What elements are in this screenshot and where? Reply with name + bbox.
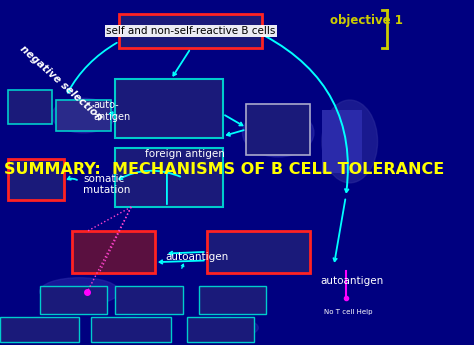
Text: foreign antigen: foreign antigen <box>145 149 225 158</box>
Bar <box>8 90 52 124</box>
Ellipse shape <box>8 317 72 338</box>
Bar <box>322 110 362 172</box>
Ellipse shape <box>40 278 119 305</box>
Bar <box>40 286 107 314</box>
Ellipse shape <box>209 235 304 269</box>
Text: self and non-self-reactive B cells: self and non-self-reactive B cells <box>106 26 275 36</box>
Ellipse shape <box>322 100 378 183</box>
Bar <box>115 79 223 138</box>
Bar <box>199 286 266 314</box>
Text: objective 1: objective 1 <box>330 14 403 27</box>
Ellipse shape <box>117 154 220 202</box>
Bar <box>0 317 80 342</box>
Bar <box>115 286 183 314</box>
Ellipse shape <box>242 109 314 157</box>
Bar <box>55 100 111 131</box>
Bar <box>246 104 310 155</box>
Bar <box>91 317 171 342</box>
Bar <box>119 14 262 48</box>
Ellipse shape <box>73 235 153 269</box>
Bar <box>72 231 155 273</box>
Ellipse shape <box>52 98 115 133</box>
Text: autoantigen: autoantigen <box>320 276 383 286</box>
Text: somatic
mutation: somatic mutation <box>83 174 131 195</box>
Bar <box>187 317 255 342</box>
Text: negative selection: negative selection <box>18 43 105 122</box>
Ellipse shape <box>117 85 220 133</box>
Text: No T cell Help: No T cell Help <box>324 309 373 315</box>
Bar <box>115 148 223 207</box>
Text: autoantigen: autoantigen <box>165 252 228 262</box>
Ellipse shape <box>95 317 167 338</box>
Ellipse shape <box>195 317 258 338</box>
Bar <box>207 231 310 273</box>
Text: SUMMARY:  MECHANISMS OF B CELL TOLERANCE: SUMMARY: MECHANISMS OF B CELL TOLERANCE <box>4 161 444 177</box>
Text: auto-
antigen: auto- antigen <box>93 100 131 122</box>
Bar <box>8 159 64 200</box>
Ellipse shape <box>12 162 60 197</box>
